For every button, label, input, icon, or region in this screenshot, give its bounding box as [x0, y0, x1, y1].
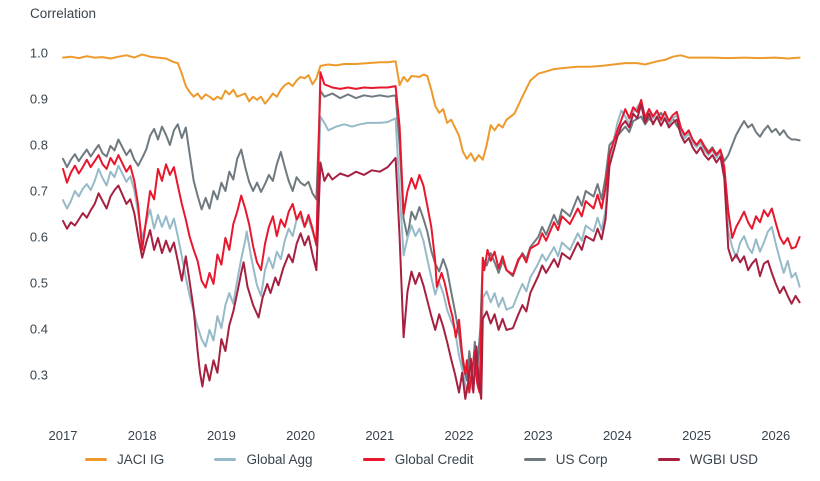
plot-area: 1.0 0.9 0.8 0.7 0.6 0.5 0.4 0.3 2017 2018 2019 2020…	[30, 46, 801, 443]
legend-label: Global Agg	[246, 452, 313, 467]
x-axis-tick-label: 2017	[49, 428, 78, 443]
x-axis-tick-label: 2021	[365, 428, 394, 443]
series-line-global-credit	[62, 71, 801, 394]
legend-label: WGBI USD	[689, 452, 758, 467]
legend-item-jaci-ig: JACI IG	[85, 452, 164, 467]
legend-swatch-icon	[214, 458, 237, 461]
y-axis-tick-label: 0.8	[30, 138, 48, 153]
x-axis-tick-label: 2022	[445, 428, 474, 443]
chart-title: Correlation	[30, 6, 97, 21]
legend-label: JACI IG	[117, 452, 165, 467]
y-axis-tick-label: 0.4	[30, 322, 48, 337]
y-axis-tick-label: 0.3	[30, 368, 48, 383]
legend-swatch-icon	[523, 458, 546, 461]
x-axis-tick-label: 2024	[603, 428, 632, 443]
legend-swatch-icon	[657, 458, 680, 461]
legend-label: Global Credit	[394, 452, 474, 467]
y-axis-tick-label: 0.6	[30, 230, 48, 245]
x-axis-tick-label: 2025	[682, 428, 711, 443]
legend-item-global-agg: Global Agg	[214, 452, 313, 467]
y-axis-tick-label: 1.0	[30, 46, 48, 61]
series-line-jaci-ig	[62, 53, 801, 163]
y-axis-tick-label: 0.7	[30, 184, 48, 199]
y-axis-tick-label: 0.9	[30, 92, 48, 107]
x-axis-tick-label: 2023	[524, 428, 553, 443]
legend-swatch-icon	[362, 458, 385, 461]
legend-item-us-corp: US Corp	[523, 452, 608, 467]
x-axis-tick-label: 2018	[128, 428, 157, 443]
x-axis-tick-label: 2020	[286, 428, 315, 443]
legend-item-wgbi-usd: WGBI USD	[657, 452, 758, 467]
x-axis-tick-label: 2026	[761, 428, 790, 443]
legend-item-global-credit: Global Credit	[362, 452, 474, 467]
legend-label: US Corp	[555, 452, 608, 467]
x-axis-tick-label: 2019	[207, 428, 236, 443]
y-axis-tick-label: 0.5	[30, 276, 48, 291]
legend: JACI IG Global Agg Global Credit US Corp WGB…	[85, 452, 758, 467]
legend-swatch-icon	[85, 458, 107, 461]
series-line-wgbi-usd	[62, 103, 801, 400]
